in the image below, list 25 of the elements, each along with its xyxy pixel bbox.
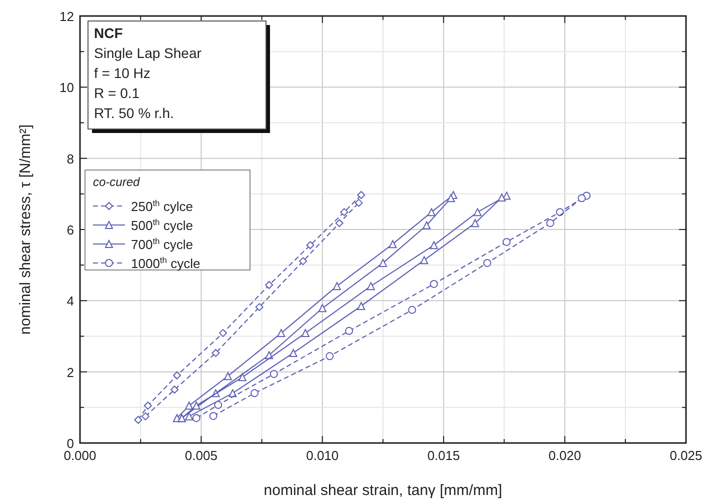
x-tick-label: 0.020 bbox=[548, 448, 582, 463]
annotation: f = 10 Hz bbox=[94, 65, 150, 81]
annotation: R = 0.1 bbox=[94, 85, 140, 101]
x-axis-title: nominal shear strain, tanγ [mm/mm] bbox=[264, 482, 502, 499]
y-tick-label: 0 bbox=[66, 436, 74, 451]
y-tick-label: 8 bbox=[66, 151, 74, 166]
annotation: NCF bbox=[94, 25, 124, 41]
x-tick-label: 0.015 bbox=[427, 448, 460, 463]
x-tick-label: 0.025 bbox=[670, 448, 702, 463]
x-tick-label: 0.000 bbox=[64, 448, 96, 463]
x-tick-label: 0.005 bbox=[184, 448, 218, 463]
legend-label: 250$^{th}$ cylce bbox=[131, 198, 193, 214]
legend-label: 1000$^{th}$ cycle bbox=[131, 255, 200, 271]
legend-title: co-cured bbox=[93, 175, 140, 189]
legend-label: 500$^{th}$ cycle bbox=[131, 217, 193, 233]
y-tick-label: 2 bbox=[66, 364, 74, 380]
legend-label: 700$^{th}$ cycle bbox=[131, 236, 193, 252]
y-tick-label: 10 bbox=[60, 80, 74, 96]
y-tick-label: 6 bbox=[66, 222, 74, 238]
x-tick-label: 0.010 bbox=[306, 448, 339, 463]
y-tick-label: 12 bbox=[60, 9, 74, 24]
y-tick-label: 4 bbox=[66, 294, 74, 309]
annotation: Single Lap Shear bbox=[94, 45, 202, 61]
annotation: RT. 50 % r.h. bbox=[94, 105, 174, 121]
y-axis-title: nominal shear stress, τ [N/mm²] bbox=[17, 124, 34, 335]
